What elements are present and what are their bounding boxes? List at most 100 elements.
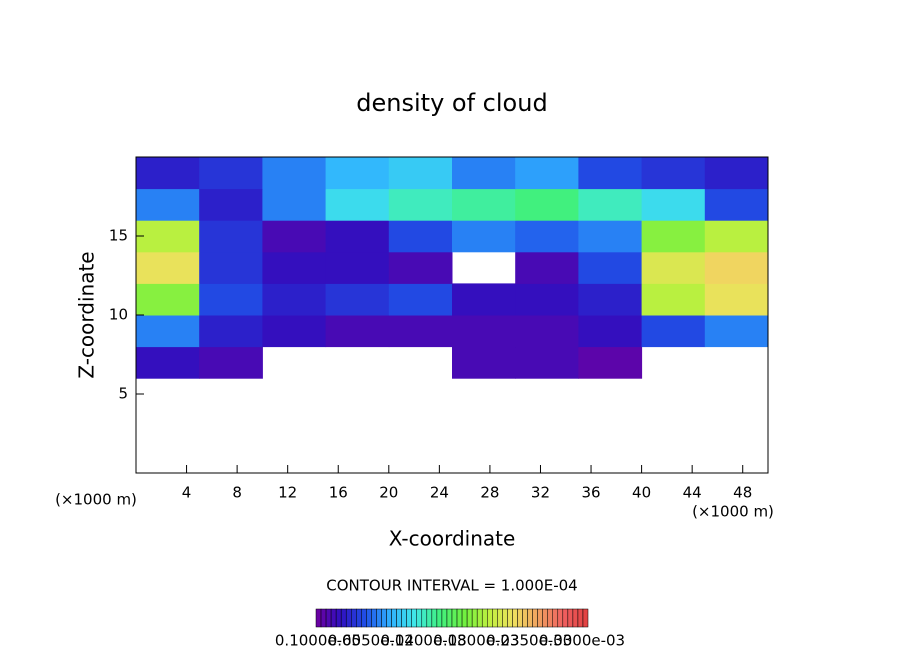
cell	[641, 157, 706, 190]
colorbar-swatch	[492, 608, 498, 628]
cell	[388, 315, 453, 348]
cell	[578, 188, 643, 221]
colorbar-swatch	[522, 608, 528, 628]
cell	[388, 188, 453, 221]
x-tick-label: 32	[531, 484, 550, 502]
colorbar-label: 0.6050e-04	[328, 632, 414, 650]
x-tick-label: 12	[278, 484, 297, 502]
cell	[262, 157, 327, 190]
colorbar-swatch	[466, 608, 473, 628]
colorbar-swatch	[562, 608, 569, 628]
colorbar-swatch	[315, 608, 322, 628]
colorbar-swatch	[386, 608, 392, 628]
colorbar-swatch	[451, 608, 458, 628]
x-tick-label: 48	[733, 484, 752, 502]
x-tick-label: 8	[232, 484, 242, 502]
colorbar-swatch	[436, 608, 443, 628]
x-tick-label: 24	[430, 484, 449, 502]
x-axis-label: X-coordinate	[389, 527, 516, 551]
cell	[452, 220, 516, 253]
cell	[578, 220, 643, 253]
colorbar-swatch	[481, 608, 488, 628]
colorbar-swatch	[351, 608, 357, 628]
y-unit: (×1000 m)	[55, 491, 137, 509]
colorbar-swatch	[345, 608, 352, 628]
x-tick-label: 28	[480, 484, 499, 502]
cell	[452, 188, 516, 221]
x-unit: (×1000 m)	[692, 503, 774, 521]
colorbar-swatch	[547, 608, 553, 628]
cell	[136, 157, 200, 190]
cell	[262, 188, 327, 221]
colorbar-label: 0.1800e-03	[433, 632, 519, 650]
cell	[325, 315, 390, 348]
colorbar-swatch	[441, 608, 448, 628]
colorbar-swatch	[330, 608, 337, 628]
x-tick-label: 16	[329, 484, 348, 502]
cell	[325, 188, 390, 221]
colorbar-swatch	[340, 608, 347, 628]
cell	[641, 251, 706, 284]
colorbar-swatch	[572, 608, 579, 628]
cell	[452, 315, 516, 348]
colorbar-swatch	[557, 608, 564, 628]
cell	[199, 346, 263, 379]
colorbar-swatch	[527, 608, 533, 628]
cell	[515, 283, 579, 316]
colorbar-swatch	[431, 608, 438, 628]
cell	[515, 346, 579, 379]
cell	[515, 188, 579, 221]
colorbar-swatch	[396, 608, 402, 628]
colorbar-swatch	[507, 608, 513, 628]
colorbar-swatch	[512, 608, 518, 628]
cell	[262, 315, 327, 348]
colorbar-swatch	[406, 608, 412, 628]
colorbar-swatch	[325, 608, 332, 628]
colorbar-swatch	[361, 608, 367, 628]
cell	[704, 220, 769, 253]
cell	[199, 283, 263, 316]
colorbar-swatch	[532, 608, 538, 628]
colorbar-swatch	[376, 608, 382, 628]
colorbar-swatch	[471, 608, 478, 628]
colorbar-label: 0.2350e-03	[486, 632, 572, 650]
colorbar-swatch	[401, 608, 407, 628]
cell	[515, 315, 579, 348]
colorbar-swatch	[335, 608, 342, 628]
colorbar-swatch	[320, 608, 327, 628]
colorbar-swatch	[461, 608, 468, 628]
x-tick-label: 40	[632, 484, 651, 502]
colorbar-swatch	[487, 608, 493, 628]
colorbar-swatch	[582, 608, 589, 628]
cell	[199, 220, 263, 253]
colorbar-swatch	[391, 608, 397, 628]
colorbar-label: 0.3000e-03	[539, 632, 625, 650]
x-tick-label: 4	[182, 484, 192, 502]
cell	[199, 157, 263, 190]
colorbar-swatch	[456, 608, 463, 628]
cell	[199, 315, 263, 348]
cell	[262, 283, 327, 316]
contour-interval: CONTOUR INTERVAL = 1.000E-04	[326, 577, 577, 595]
colorbar-swatch	[371, 608, 377, 628]
colorbar-swatch	[356, 608, 362, 628]
cell	[578, 315, 643, 348]
colorbar-swatch	[497, 608, 503, 628]
cell	[199, 188, 263, 221]
colorbar-label: 0.1000e-05	[275, 632, 361, 650]
colorbar-swatch	[381, 608, 387, 628]
colorbar-swatch	[552, 608, 559, 628]
cell	[388, 220, 453, 253]
cell	[136, 188, 200, 221]
colorbar-swatch	[517, 608, 523, 628]
x-tick-label: 20	[379, 484, 398, 502]
cell	[641, 220, 706, 253]
x-tick-label: 44	[683, 484, 702, 502]
cell	[452, 157, 516, 190]
colorbar-swatch	[421, 608, 428, 628]
cell	[136, 346, 200, 379]
cell	[262, 220, 327, 253]
colorbar-swatch	[537, 608, 543, 628]
cell	[136, 220, 200, 253]
colorbar-swatch	[567, 608, 574, 628]
